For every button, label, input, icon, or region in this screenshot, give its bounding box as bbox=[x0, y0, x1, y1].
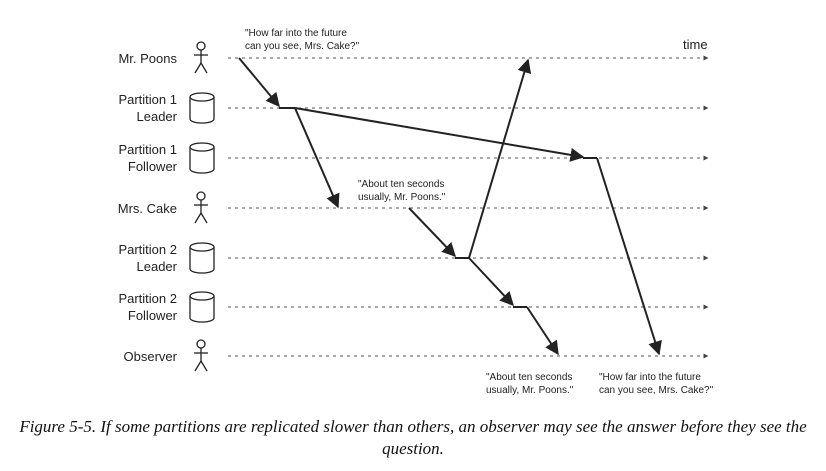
database-icon bbox=[189, 142, 215, 174]
lane-label-observer: Observer bbox=[124, 349, 178, 364]
lane-label-partition-2-follower-role: Follower bbox=[128, 308, 178, 323]
lane-label-partition-1-follower-role: Follower bbox=[128, 159, 178, 174]
note-question-top-line-2: can you see, Mrs. Cake?" bbox=[245, 41, 360, 52]
note-question-bottom-line-2: can you see, Mrs. Cake?" bbox=[599, 385, 714, 396]
person-icon bbox=[194, 191, 208, 224]
replication-partition-1-to-follower bbox=[294, 107, 585, 162]
lane-label-partition-2-leader: Partition 2 bbox=[118, 242, 177, 257]
note-question-top-line-1: "How far into the future bbox=[245, 28, 347, 39]
figure-caption: Figure 5-5. If some partitions are repli… bbox=[19, 417, 807, 458]
lane-label-partition-2-follower: Partition 2 bbox=[118, 291, 177, 306]
database-icon bbox=[189, 291, 215, 323]
note-answer-bottom-line-2: usually, Mr. Poons." bbox=[486, 385, 574, 396]
person-icon bbox=[194, 339, 208, 372]
replication-partition-2-to-follower bbox=[468, 257, 514, 307]
note-answer-bottom-line-1: "About ten seconds bbox=[486, 372, 572, 383]
message-answer-to-observer bbox=[526, 306, 559, 356]
person-icon bbox=[194, 41, 208, 74]
lane-label-partition-1-leader-role: Leader bbox=[137, 109, 178, 124]
message-question-to-observer bbox=[596, 157, 662, 356]
lane-label-partition-1-follower: Partition 1 bbox=[118, 142, 177, 157]
time-axis-label: time bbox=[683, 37, 708, 52]
lane-label-partition-2-leader-role: Leader bbox=[137, 259, 178, 274]
note-question-bottom-line-1: "How far into the future bbox=[599, 372, 701, 383]
lane-label-partition-1-leader: Partition 1 bbox=[118, 92, 177, 107]
message-answer-to-mr-poons bbox=[468, 58, 532, 259]
note-answer-mid-line-2: usually, Mr. Poons." bbox=[358, 192, 446, 203]
message-question-to-partition-1-leader bbox=[238, 57, 280, 108]
message-question-to-mrs-cake bbox=[294, 107, 340, 209]
note-answer-mid-line-1: "About ten seconds bbox=[358, 179, 444, 190]
replication-timing-diagram: time Mr. Poons Partition 1 Leader Partit… bbox=[118, 28, 714, 396]
database-icon bbox=[189, 92, 215, 124]
database-icon bbox=[189, 242, 215, 274]
lane-label-mrs-cake: Mrs. Cake bbox=[118, 201, 177, 216]
message-answer-to-partition-2-leader bbox=[408, 207, 456, 258]
lane-label-mr-poons: Mr. Poons bbox=[118, 51, 177, 66]
